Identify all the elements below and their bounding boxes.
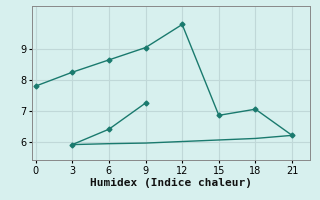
X-axis label: Humidex (Indice chaleur): Humidex (Indice chaleur) [90, 178, 252, 188]
